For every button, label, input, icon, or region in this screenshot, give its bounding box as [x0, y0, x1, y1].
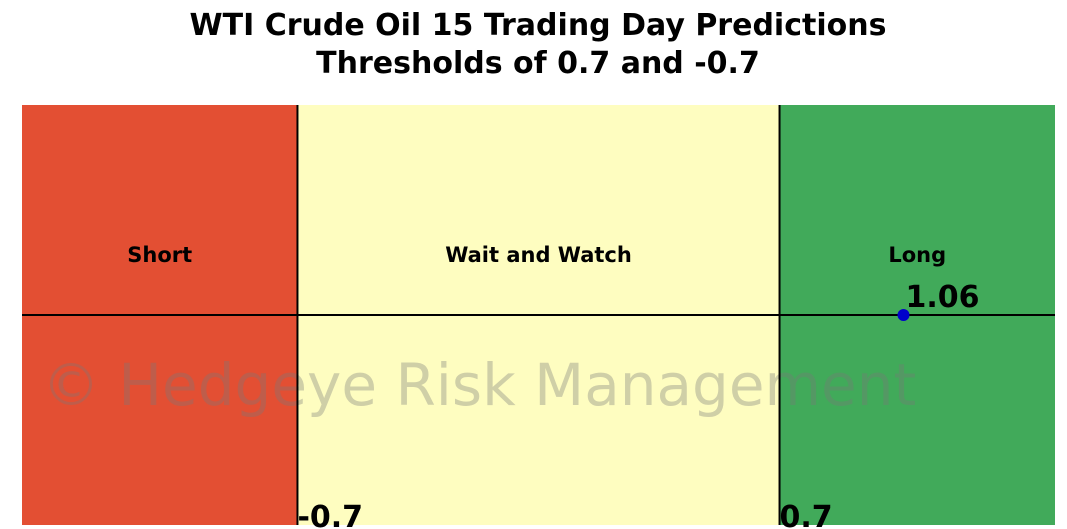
x-tick-label: 0.7: [780, 500, 833, 529]
x-tick-label: -0.7: [297, 500, 363, 529]
chart-subtitle: Thresholds of 0.7 and -0.7: [316, 46, 760, 81]
zone-label: Wait and Watch: [445, 243, 632, 267]
zone-label: Short: [127, 243, 192, 267]
zone-label: Long: [888, 243, 946, 267]
chart-title: WTI Crude Oil 15 Trading Day Predictions: [190, 8, 887, 43]
point-label: 1.06: [905, 280, 979, 315]
watermark: © Hedgeye Risk Management: [42, 351, 916, 419]
point: [897, 309, 910, 321]
